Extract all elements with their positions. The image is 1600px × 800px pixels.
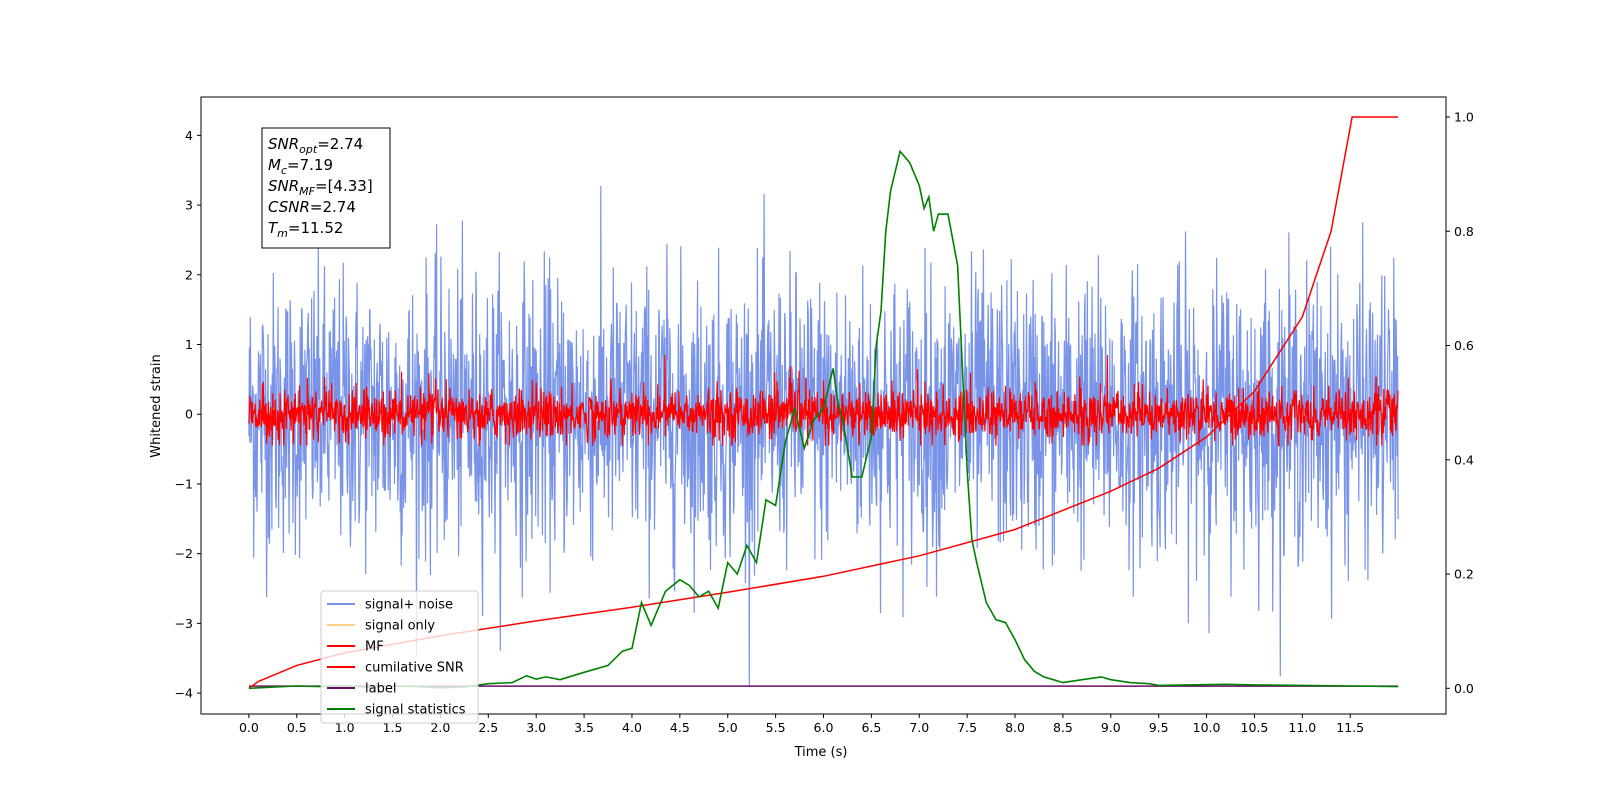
x-tick-label: 8.0	[1005, 720, 1025, 735]
info-box-line: SNRMF=[4.33]	[268, 177, 373, 198]
x-tick-label: 10.0	[1193, 720, 1221, 735]
info-subscript: MF	[299, 185, 315, 198]
info-box-line: Tm=11.52	[268, 219, 343, 240]
info-value: =7.19	[287, 156, 333, 174]
x-tick-label: 11.0	[1288, 720, 1316, 735]
info-symbol: T	[268, 219, 279, 237]
info-subscript: m	[277, 227, 288, 240]
x-tick-label: 10.5	[1241, 720, 1269, 735]
legend-label: signal only	[365, 619, 435, 634]
x-tick-label: 7.0	[909, 720, 929, 735]
x-axis-label: Time (s)	[794, 745, 848, 760]
x-tick-label: 9.5	[1149, 720, 1169, 735]
x-tick-label: 3.5	[574, 720, 594, 735]
info-box: SNRopt=2.74Mc=7.19SNRMF=[4.33]CSNR=2.74T…	[261, 127, 391, 249]
y-tick-label: 1	[185, 337, 193, 352]
info-symbol: SNR	[268, 177, 299, 195]
y2-tick-label: 0.2	[1454, 567, 1474, 582]
info-subscript: c	[281, 164, 287, 177]
y2-tick-label: 0.8	[1454, 224, 1474, 239]
info-symbol: SNR	[268, 135, 299, 153]
series-signal-statistics	[248, 149, 1399, 690]
y-tick-label: −1	[175, 476, 193, 491]
y-axis-label: Whitened strain	[149, 354, 164, 457]
x-tick-label: 0.5	[287, 720, 307, 735]
info-value: =2.74	[317, 135, 363, 153]
legend-label: cumilative SNR	[365, 661, 464, 676]
y2-tick-label: 0.0	[1454, 681, 1474, 696]
y-tick-label: 0	[185, 407, 193, 422]
info-box-line: Mc=7.19	[268, 156, 333, 177]
y2-tick-label: 0.4	[1454, 452, 1474, 467]
x-tick-label: 3.0	[526, 720, 546, 735]
x-tick-label: 0.0	[239, 720, 259, 735]
legend-label: signal statistics	[365, 703, 466, 718]
x-tick-label: 4.5	[670, 720, 690, 735]
x-tick-label: 8.5	[1053, 720, 1073, 735]
legend: signal+ noise signal only MF cumilative SNR…	[320, 590, 479, 724]
x-tick-label: 7.5	[957, 720, 977, 735]
legend-label: signal+ noise	[365, 598, 453, 613]
y-tick-label: 3	[185, 198, 193, 213]
legend-label: MF	[365, 640, 384, 655]
info-box-line: CSNR=2.74	[268, 198, 356, 216]
info-value: =11.52	[288, 219, 344, 237]
x-tick-label: 2.0	[430, 720, 450, 735]
y-tick-label: 4	[185, 128, 193, 143]
series-mf	[248, 354, 1399, 447]
x-tick-label: 4.0	[622, 720, 642, 735]
x-tick-label: 11.5	[1336, 720, 1364, 735]
y-tick-label: −3	[175, 616, 193, 631]
x-tick-label: 5.5	[766, 720, 786, 735]
info-value: =2.74	[310, 198, 356, 216]
info-symbol: CSNR	[268, 198, 310, 216]
x-tick-label: 1.0	[335, 720, 355, 735]
y-tick-label: −4	[175, 686, 193, 701]
info-box-line: SNRopt=2.74	[268, 135, 363, 156]
legend-label: label	[365, 682, 396, 697]
info-value: =[4.33]	[315, 177, 373, 195]
y2-tick-label: 1.0	[1454, 109, 1474, 124]
y2-tick-label: 0.6	[1454, 338, 1474, 353]
x-tick-label: 9.0	[1101, 720, 1121, 735]
y-tick-label: 2	[185, 267, 193, 282]
info-subscript: opt	[299, 143, 318, 156]
x-tick-label: 6.0	[814, 720, 834, 735]
x-tick-label: 5.0	[718, 720, 738, 735]
x-tick-label: 2.5	[478, 720, 498, 735]
info-symbol: M	[268, 156, 281, 174]
x-tick-label: 1.5	[383, 720, 403, 735]
x-tick-label: 6.5	[861, 720, 881, 735]
y-tick-label: −2	[175, 546, 193, 561]
